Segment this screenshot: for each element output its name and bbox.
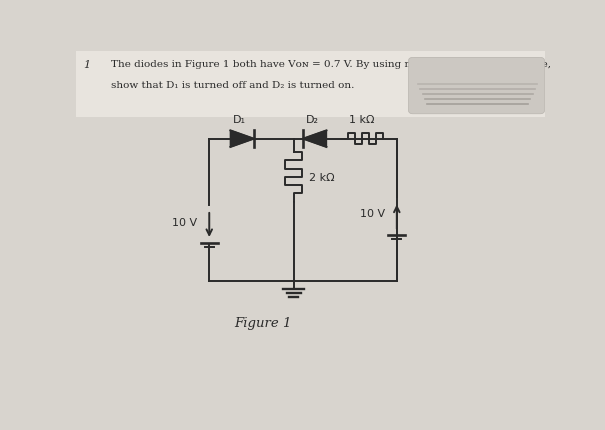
Text: 2 kΩ: 2 kΩ — [309, 172, 335, 182]
Text: D₂: D₂ — [306, 114, 319, 124]
Text: The diodes in Figure 1 both have Vᴏɴ = 0.7 V. By using mesh analysis or otherwis: The diodes in Figure 1 both have Vᴏɴ = 0… — [111, 60, 551, 69]
FancyBboxPatch shape — [408, 58, 544, 114]
Text: 10 V: 10 V — [172, 217, 197, 227]
Text: D₁: D₁ — [234, 114, 246, 124]
Text: 1: 1 — [83, 60, 91, 70]
Polygon shape — [231, 131, 254, 147]
Text: show that D₁ is turned off and D₂ is turned on.: show that D₁ is turned off and D₂ is tur… — [111, 81, 354, 90]
Text: 1 kΩ: 1 kΩ — [349, 114, 374, 124]
FancyBboxPatch shape — [76, 52, 544, 118]
Text: 10 V: 10 V — [360, 209, 385, 219]
Text: Figure 1: Figure 1 — [235, 316, 292, 329]
Polygon shape — [303, 131, 327, 147]
